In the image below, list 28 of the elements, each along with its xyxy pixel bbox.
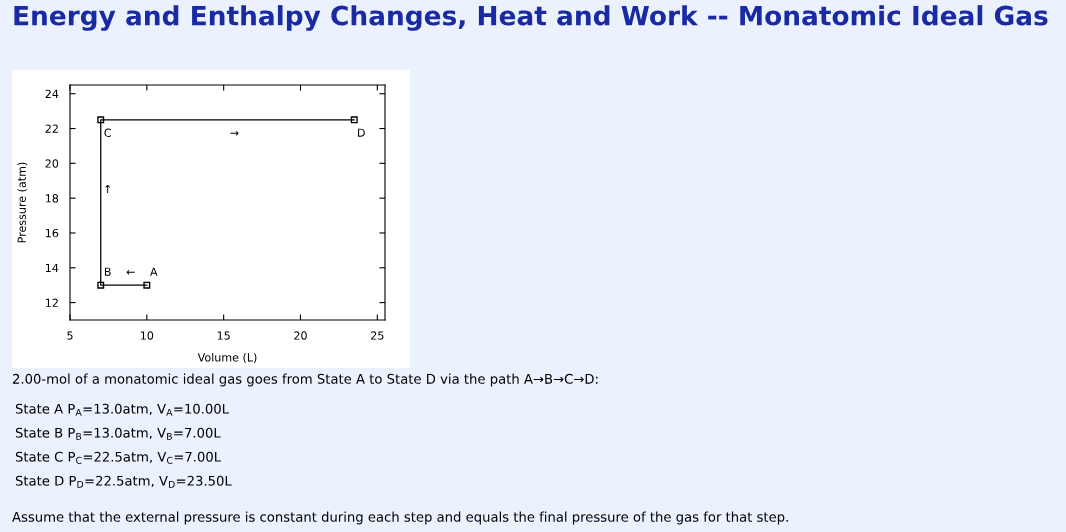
y-tick-label: 20	[45, 159, 59, 168]
annotation: ↑	[105, 184, 111, 194]
text: Energy and Enthalpy Changes, Heat and Work -- Monatomic Ideal Gas	[14, 5, 1048, 31]
x-tick-label: 25	[371, 331, 384, 340]
y-tick-label: 14	[45, 263, 59, 272]
y-tick-label: 24	[45, 89, 59, 98]
y-tick-label: 12	[45, 298, 58, 307]
annotation: D	[358, 128, 365, 137]
annotation: A	[150, 267, 158, 276]
annotation: B	[104, 267, 111, 276]
y-axis-title: Pressure (atm)	[17, 162, 28, 243]
text: State D P$_{D}$=22.5atm, V$_{D}$=23.50L	[15, 475, 232, 488]
text: State A P$_{A}$=13.0atm, V$_{A}$=10.00L	[15, 403, 229, 416]
x-tick-label: 15	[217, 331, 230, 340]
y-tick-label: 16	[45, 228, 59, 238]
text: State C P$_{C}$=22.5atm, V$_{C}$=7.00L	[15, 451, 222, 464]
x-tick-label: 10	[140, 331, 154, 340]
x-tick-label: 20	[294, 331, 307, 340]
annotation: C	[104, 128, 111, 137]
text: 2.00-mol of a monatomic ideal gas goes from State A to State D via the path A→B→C→D:	[12, 373, 598, 387]
y-tick-label: 22	[45, 124, 58, 133]
x-tick-label: 5	[67, 331, 73, 340]
x-axis-title: Volume (L)	[197, 352, 257, 363]
y-tick-label: 18	[45, 194, 59, 203]
annotation: →	[230, 130, 239, 136]
text: State B P$_{B}$=13.0atm, V$_{B}$=7.00L	[15, 427, 221, 440]
annotation: ←	[126, 269, 135, 275]
text: Assume that the external pressure is constant during each step and equals the final pressure of the gas for that step.	[12, 511, 788, 525]
